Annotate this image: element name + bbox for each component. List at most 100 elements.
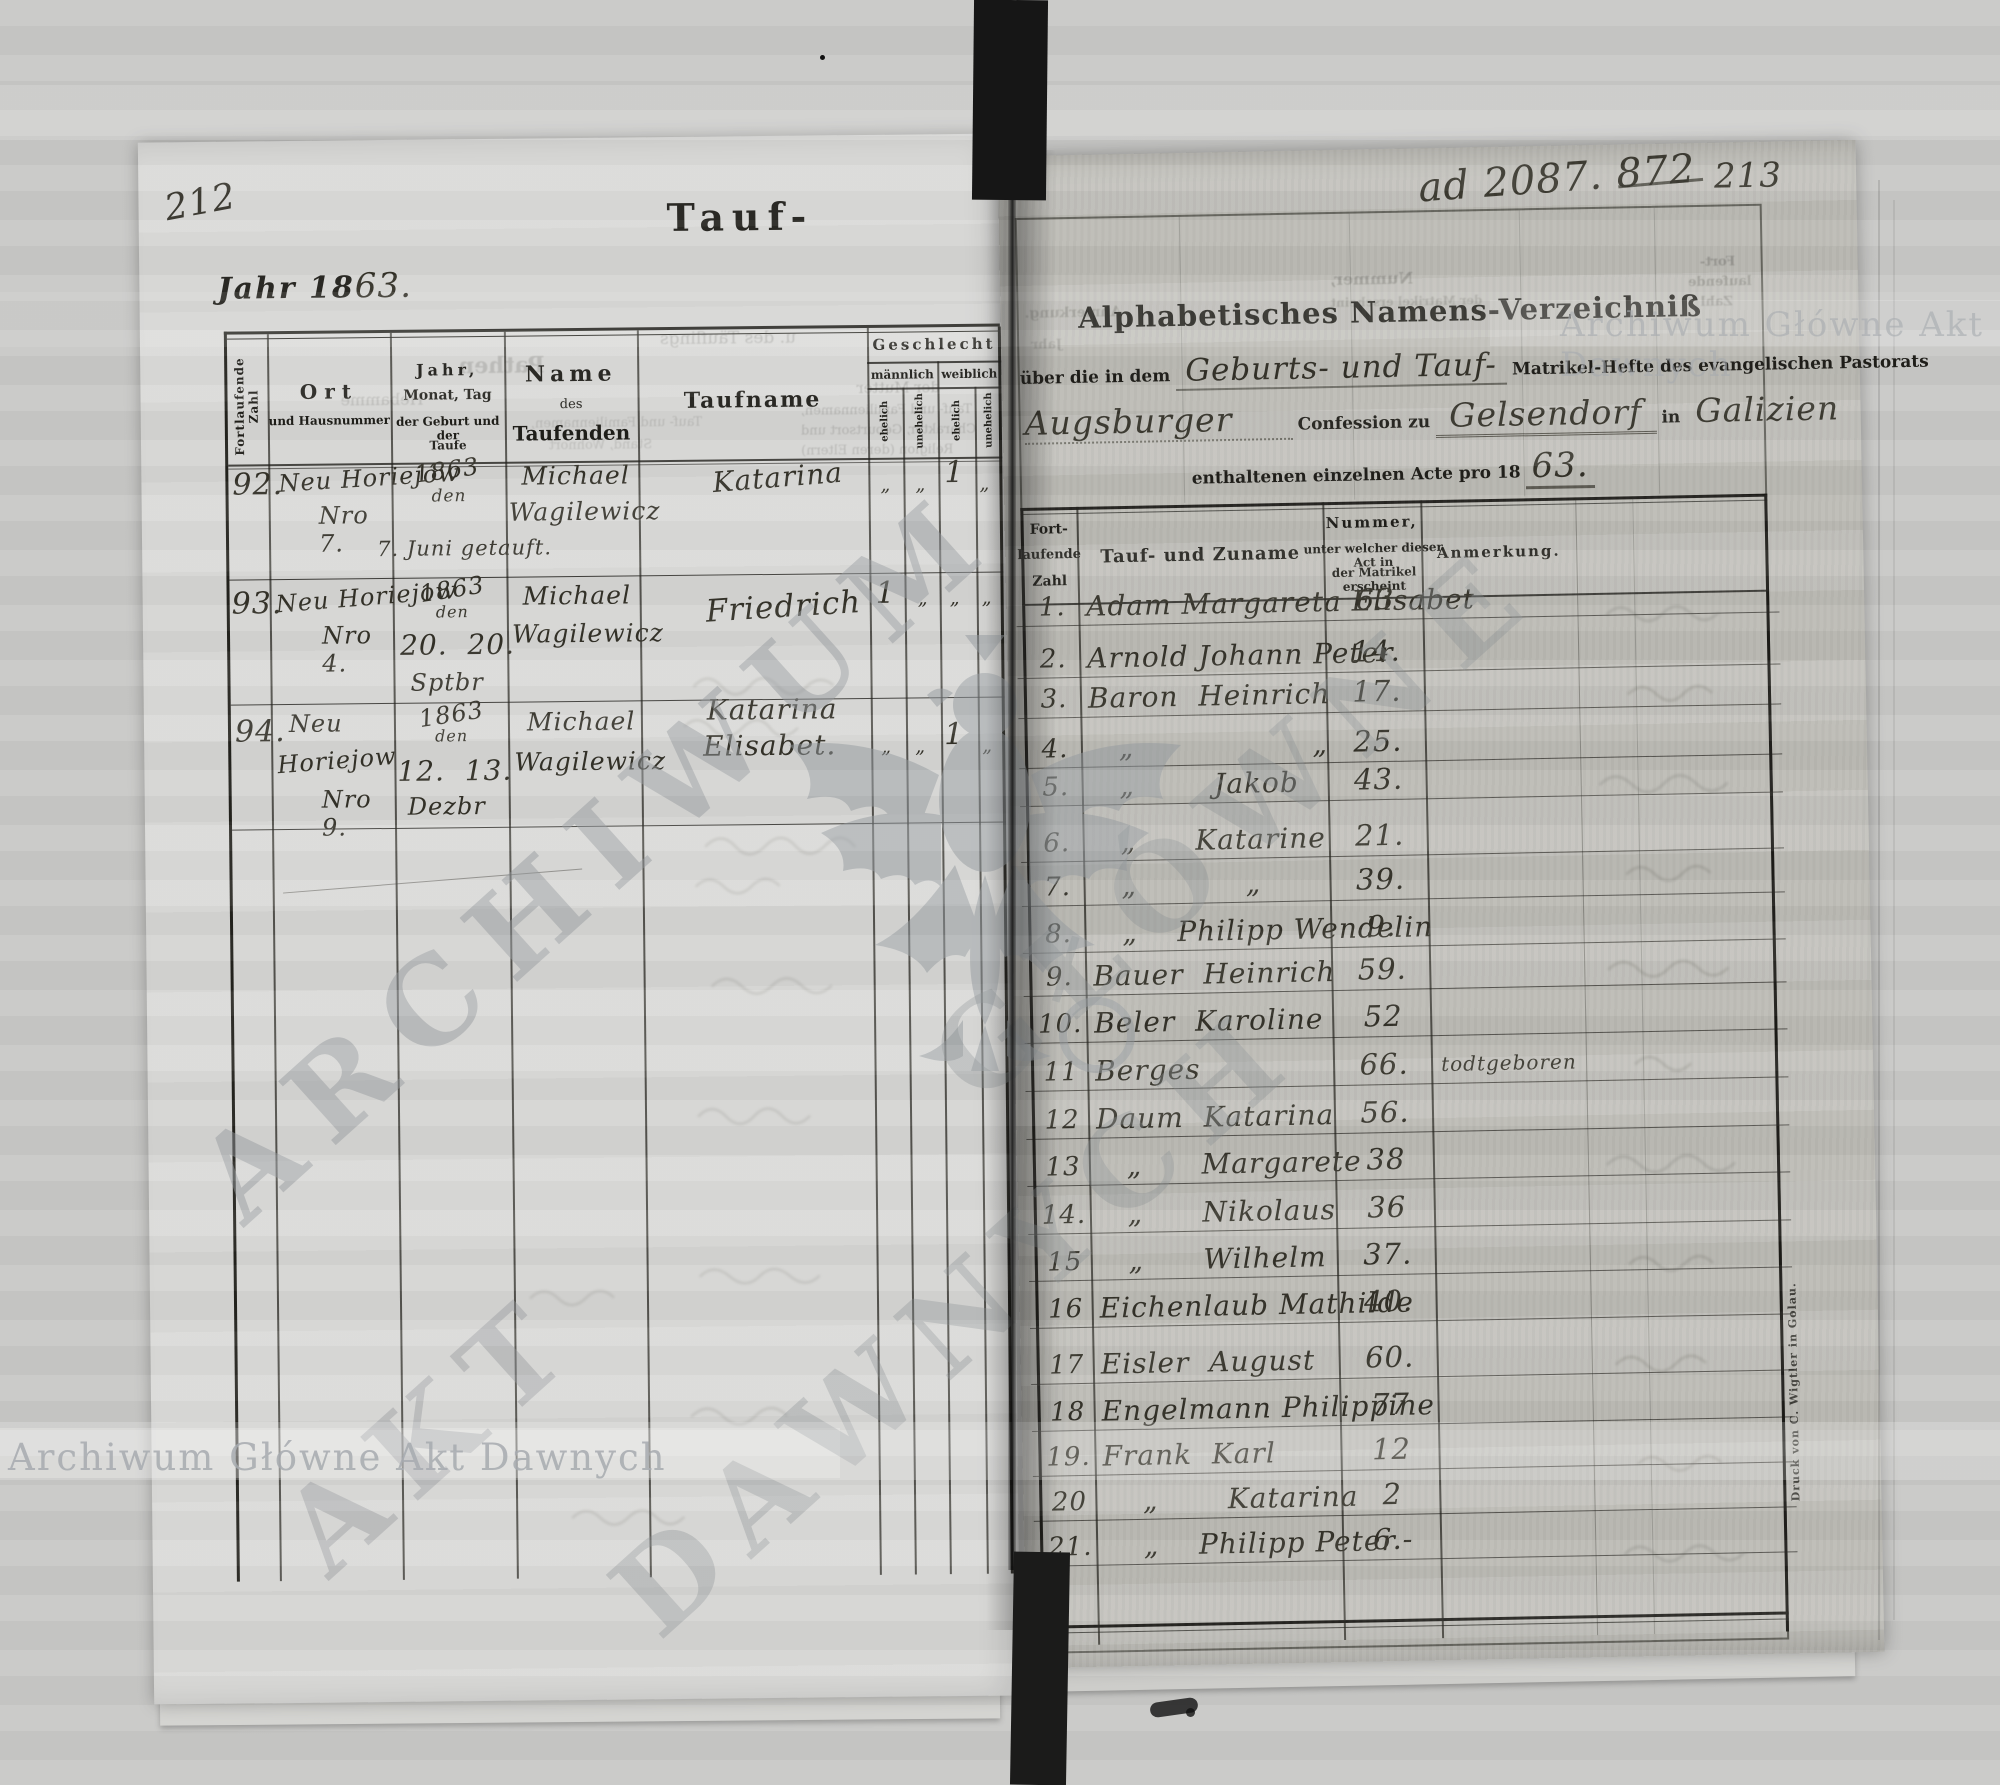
ink-speck [820, 55, 825, 60]
index-number: 36 [1367, 1189, 1407, 1225]
entry-date-den: den [435, 602, 469, 622]
bleed-text: Charakter, Geburtsort und [800, 421, 977, 439]
gutter-line [1008, 190, 1016, 1570]
year-handwritten: 63. [354, 265, 413, 307]
col-place-label2: und Hausnummer [268, 412, 391, 429]
bleed-text: Stand, Wohnort [548, 437, 653, 454]
bleed-text: der Matrikel erscheint [1330, 293, 1483, 311]
col-illegit-label: unehelich [914, 393, 926, 449]
col-name-label3: Taufenden [512, 420, 631, 446]
register-title: Tauf- [666, 193, 815, 241]
left-page: 212 Jahr 1863. Tauf- Pathen Hebamme u. d… [137, 133, 1021, 1705]
entry-place: Neu Horiejów [277, 458, 461, 498]
region-handwritten: Galizien [1694, 388, 1840, 431]
archive-watermark-top-right: Archiwum Główne Akt Dawnych [1560, 305, 1985, 385]
gutter-shadow [986, 150, 1056, 1630]
col-sex-label: Geschlecht [872, 334, 996, 354]
index-number: 37. [1362, 1236, 1413, 1272]
archive-watermark-bottom-left: Archiwum Główne Akt Dawnych [8, 1436, 667, 1479]
entry-date-year: 1863 [417, 570, 487, 609]
entry-place: Neu Horiejow [274, 575, 458, 619]
ink-speck [1186, 1708, 1195, 1717]
index-number: 66. [1359, 1046, 1409, 1082]
col-place-label: Ort [299, 379, 359, 404]
annotation-dash [1618, 177, 1704, 189]
right-page: ad 2087. 872 213 Nummer, Fort- laufende … [997, 139, 1929, 1669]
grid-line [1020, 499, 1768, 516]
watermark-band [1490, 300, 2000, 346]
grid-line [228, 460, 1003, 470]
index-name: Eichenlaub Mathilde [1099, 1285, 1415, 1325]
index-name: „ Philipp Peter [1103, 1523, 1397, 1563]
entry-date-den: den [431, 486, 467, 507]
archival-annotation: ad 2087. 872 [1416, 145, 1698, 212]
index-number: 60. [1364, 1339, 1415, 1375]
page-stack-edge [1893, 200, 1895, 1620]
index-name: „ Katarina [1103, 1479, 1359, 1518]
page-number-left: 212 [161, 175, 240, 230]
index-name: Engelmann Philippine [1101, 1388, 1436, 1428]
col-male-label: männlich [870, 367, 934, 382]
mark-male-legit: „ [880, 473, 892, 496]
acta-printed: enthaltenen einzelnen Acte pro 18 [1191, 462, 1521, 489]
col-date-label3: der Geburt und der [396, 413, 500, 443]
index-name: Frank Karl [1102, 1436, 1277, 1473]
parish-handwritten: Gelsendorf [1434, 391, 1657, 439]
col-legit-label: ehelich [951, 399, 963, 442]
index-number: 38 [1366, 1141, 1406, 1177]
bleed-through-handwriting [529, 676, 857, 1526]
index-number: 77 [1370, 1386, 1411, 1422]
grid-line [867, 386, 1002, 390]
bleed-text: Tauf- und Familiennamen, [530, 414, 703, 432]
index-number: 59. [1357, 951, 1408, 987]
entry-number: 93. [231, 586, 283, 622]
index-number: 2 [1382, 1476, 1403, 1512]
index-number: 12 [1371, 1431, 1412, 1467]
col-date-label1: Jahr, [415, 360, 479, 380]
entry-father2: Wagilewicz [508, 496, 661, 527]
entry-date-note: 7. Juni getauft. [376, 535, 553, 562]
index-subtitle-line2: Augsburger Confession zu Gelsendorf in G… [1024, 388, 1875, 445]
page-number-right: 213 [1713, 155, 1783, 197]
index-number: 40. [1363, 1283, 1414, 1319]
in-printed: in [1661, 407, 1681, 428]
bleed-grid-line [1178, 216, 1186, 503]
bleed-grid-line [1348, 213, 1356, 500]
year-printed: Jahr 18 [217, 270, 356, 307]
entry-father2: Wagilewicz [511, 618, 664, 649]
bleed-through-handwriting [1598, 605, 1746, 1563]
bleed-text: Nummer, [1329, 268, 1414, 290]
grid-line [867, 360, 1002, 364]
binding-strip-bottom [1009, 1551, 1071, 1785]
col-baptname-label: Taufname [683, 386, 822, 414]
entry-baptname: Katarina [711, 455, 845, 500]
bleed-text: Pathen [458, 352, 545, 380]
index-subtitle-line3: enthaltenen einzelnen Acte pro 18 63. [1019, 442, 1767, 496]
index-col-number1: Nummer, [1325, 512, 1418, 533]
col-name-label2: des [559, 396, 583, 413]
bleed-grid-line [1518, 210, 1526, 497]
index-number: 52 [1363, 998, 1403, 1034]
index-number: 21. [1354, 817, 1405, 853]
archive-eagle-watermark [789, 635, 1181, 1073]
bleed-text: u. des Täuflings [659, 327, 797, 350]
index-name: Eisler August [1100, 1343, 1316, 1381]
entry-father1: Michael [522, 580, 632, 611]
bleed-text: der Mutter [856, 378, 941, 398]
index-number: 6.- [1372, 1521, 1414, 1557]
bleed-text: Fort- [1699, 254, 1736, 270]
entry-date-year: 1863 [412, 452, 481, 489]
entry-place-no: Nro 7. [318, 501, 369, 558]
index-number: 39. [1355, 861, 1406, 897]
entry-date-days: 20. 20. [399, 627, 516, 662]
index-number: 56. [1360, 1094, 1410, 1130]
bleed-text: Tauf- und Familiennamen, [800, 401, 973, 419]
year-heading: Jahr 1863. [217, 266, 412, 308]
page-stack-edge [1878, 180, 1880, 1640]
col-name-label1: Name [524, 360, 617, 388]
grid-line [1020, 493, 1768, 512]
col-date-label2: Monat, Tag [403, 386, 492, 404]
bleed-text: laufende [1687, 273, 1752, 291]
index-number: 9. [1366, 908, 1397, 944]
